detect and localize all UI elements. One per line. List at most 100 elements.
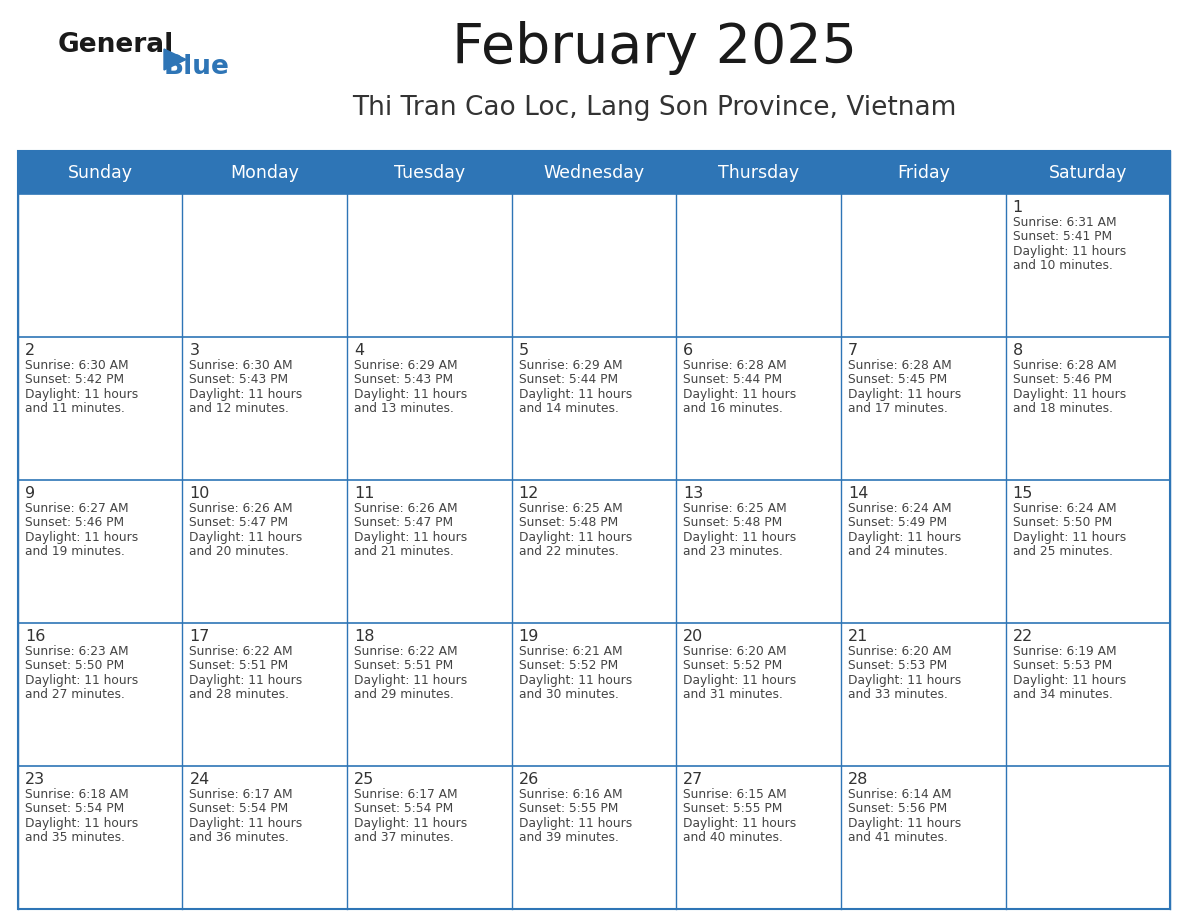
Text: Sunrise: 6:24 AM: Sunrise: 6:24 AM — [848, 502, 952, 515]
Text: Sunrise: 6:29 AM: Sunrise: 6:29 AM — [519, 359, 623, 372]
Text: Sunset: 5:48 PM: Sunset: 5:48 PM — [683, 516, 783, 530]
Text: Wednesday: Wednesday — [543, 163, 645, 182]
Bar — [512, 480, 676, 622]
Bar — [676, 766, 841, 909]
Text: Sunset: 5:46 PM: Sunset: 5:46 PM — [1012, 374, 1112, 386]
Bar — [1005, 480, 1170, 622]
Text: Daylight: 11 hours: Daylight: 11 hours — [519, 531, 632, 543]
Text: Saturday: Saturday — [1049, 163, 1127, 182]
Text: February 2025: February 2025 — [451, 21, 857, 75]
Text: Sunset: 5:43 PM: Sunset: 5:43 PM — [189, 374, 289, 386]
Text: 5: 5 — [519, 342, 529, 358]
Text: Daylight: 11 hours: Daylight: 11 hours — [189, 387, 303, 401]
Text: Daylight: 11 hours: Daylight: 11 hours — [848, 817, 961, 830]
Text: Sunset: 5:41 PM: Sunset: 5:41 PM — [1012, 230, 1112, 243]
Text: Sunrise: 6:27 AM: Sunrise: 6:27 AM — [25, 502, 128, 515]
Text: Sunrise: 6:28 AM: Sunrise: 6:28 AM — [848, 359, 952, 372]
Text: and 21 minutes.: and 21 minutes. — [354, 545, 454, 558]
Text: Sunset: 5:53 PM: Sunset: 5:53 PM — [848, 659, 947, 672]
Text: and 36 minutes.: and 36 minutes. — [189, 832, 290, 845]
Text: Daylight: 11 hours: Daylight: 11 hours — [848, 531, 961, 543]
Text: Friday: Friday — [897, 163, 949, 182]
Bar — [183, 480, 347, 622]
Text: and 11 minutes.: and 11 minutes. — [25, 402, 125, 415]
Text: Daylight: 11 hours: Daylight: 11 hours — [683, 674, 797, 687]
Bar — [841, 766, 1005, 909]
Text: Daylight: 11 hours: Daylight: 11 hours — [1012, 387, 1126, 401]
Text: Sunrise: 6:17 AM: Sunrise: 6:17 AM — [354, 788, 457, 800]
Text: Sunrise: 6:20 AM: Sunrise: 6:20 AM — [683, 644, 786, 658]
Text: Daylight: 11 hours: Daylight: 11 hours — [354, 817, 467, 830]
Text: 18: 18 — [354, 629, 374, 644]
Text: 24: 24 — [189, 772, 210, 787]
Text: 14: 14 — [848, 486, 868, 500]
Text: 9: 9 — [25, 486, 34, 500]
Bar — [18, 337, 183, 480]
Bar — [347, 480, 512, 622]
Text: Sunset: 5:51 PM: Sunset: 5:51 PM — [354, 659, 454, 672]
Text: and 27 minutes.: and 27 minutes. — [25, 688, 125, 701]
Text: Sunrise: 6:26 AM: Sunrise: 6:26 AM — [189, 502, 293, 515]
Text: Sunset: 5:45 PM: Sunset: 5:45 PM — [848, 374, 947, 386]
Text: 10: 10 — [189, 486, 210, 500]
Text: and 16 minutes.: and 16 minutes. — [683, 402, 783, 415]
Text: 23: 23 — [25, 772, 45, 787]
Text: and 37 minutes.: and 37 minutes. — [354, 832, 454, 845]
Text: and 12 minutes.: and 12 minutes. — [189, 402, 290, 415]
Bar — [347, 194, 512, 337]
Text: 17: 17 — [189, 629, 210, 644]
Text: Sunset: 5:55 PM: Sunset: 5:55 PM — [683, 802, 783, 815]
Text: Sunrise: 6:26 AM: Sunrise: 6:26 AM — [354, 502, 457, 515]
Text: Sunset: 5:43 PM: Sunset: 5:43 PM — [354, 374, 453, 386]
Text: Sunrise: 6:25 AM: Sunrise: 6:25 AM — [683, 502, 788, 515]
Bar — [512, 194, 676, 337]
Text: Daylight: 11 hours: Daylight: 11 hours — [683, 531, 797, 543]
Text: Sunrise: 6:25 AM: Sunrise: 6:25 AM — [519, 502, 623, 515]
Text: Sunset: 5:42 PM: Sunset: 5:42 PM — [25, 374, 124, 386]
Text: 16: 16 — [25, 629, 45, 644]
Text: Sunset: 5:46 PM: Sunset: 5:46 PM — [25, 516, 124, 530]
Text: and 24 minutes.: and 24 minutes. — [848, 545, 948, 558]
Text: Daylight: 11 hours: Daylight: 11 hours — [848, 674, 961, 687]
Text: Sunset: 5:50 PM: Sunset: 5:50 PM — [25, 659, 124, 672]
Text: Sunrise: 6:31 AM: Sunrise: 6:31 AM — [1012, 216, 1117, 229]
Text: 21: 21 — [848, 629, 868, 644]
Text: Sunrise: 6:28 AM: Sunrise: 6:28 AM — [683, 359, 788, 372]
Text: Sunrise: 6:28 AM: Sunrise: 6:28 AM — [1012, 359, 1117, 372]
Text: Daylight: 11 hours: Daylight: 11 hours — [189, 531, 303, 543]
Text: Sunset: 5:55 PM: Sunset: 5:55 PM — [519, 802, 618, 815]
Text: 8: 8 — [1012, 342, 1023, 358]
Text: 4: 4 — [354, 342, 365, 358]
Text: and 25 minutes.: and 25 minutes. — [1012, 545, 1112, 558]
Bar — [18, 194, 183, 337]
Text: 11: 11 — [354, 486, 374, 500]
Bar — [1005, 766, 1170, 909]
Text: and 20 minutes.: and 20 minutes. — [189, 545, 290, 558]
Text: Sunrise: 6:30 AM: Sunrise: 6:30 AM — [189, 359, 293, 372]
Text: Sunset: 5:49 PM: Sunset: 5:49 PM — [848, 516, 947, 530]
Text: Daylight: 11 hours: Daylight: 11 hours — [519, 674, 632, 687]
Text: and 23 minutes.: and 23 minutes. — [683, 545, 783, 558]
Bar — [841, 194, 1005, 337]
Text: 12: 12 — [519, 486, 539, 500]
Text: Sunset: 5:54 PM: Sunset: 5:54 PM — [189, 802, 289, 815]
Text: Daylight: 11 hours: Daylight: 11 hours — [1012, 674, 1126, 687]
Bar — [18, 766, 183, 909]
Text: and 19 minutes.: and 19 minutes. — [25, 545, 125, 558]
Text: Sunrise: 6:18 AM: Sunrise: 6:18 AM — [25, 788, 128, 800]
Bar — [512, 766, 676, 909]
Text: Daylight: 11 hours: Daylight: 11 hours — [354, 387, 467, 401]
Text: and 17 minutes.: and 17 minutes. — [848, 402, 948, 415]
Bar — [841, 337, 1005, 480]
Text: Sunset: 5:44 PM: Sunset: 5:44 PM — [519, 374, 618, 386]
Text: Sunset: 5:47 PM: Sunset: 5:47 PM — [354, 516, 453, 530]
Text: 3: 3 — [189, 342, 200, 358]
Text: 19: 19 — [519, 629, 539, 644]
Bar — [841, 622, 1005, 766]
Text: Sunrise: 6:22 AM: Sunrise: 6:22 AM — [354, 644, 457, 658]
Text: Sunrise: 6:24 AM: Sunrise: 6:24 AM — [1012, 502, 1117, 515]
Text: Daylight: 11 hours: Daylight: 11 hours — [25, 817, 138, 830]
Bar — [18, 151, 1170, 194]
Text: and 13 minutes.: and 13 minutes. — [354, 402, 454, 415]
Text: Daylight: 11 hours: Daylight: 11 hours — [189, 674, 303, 687]
